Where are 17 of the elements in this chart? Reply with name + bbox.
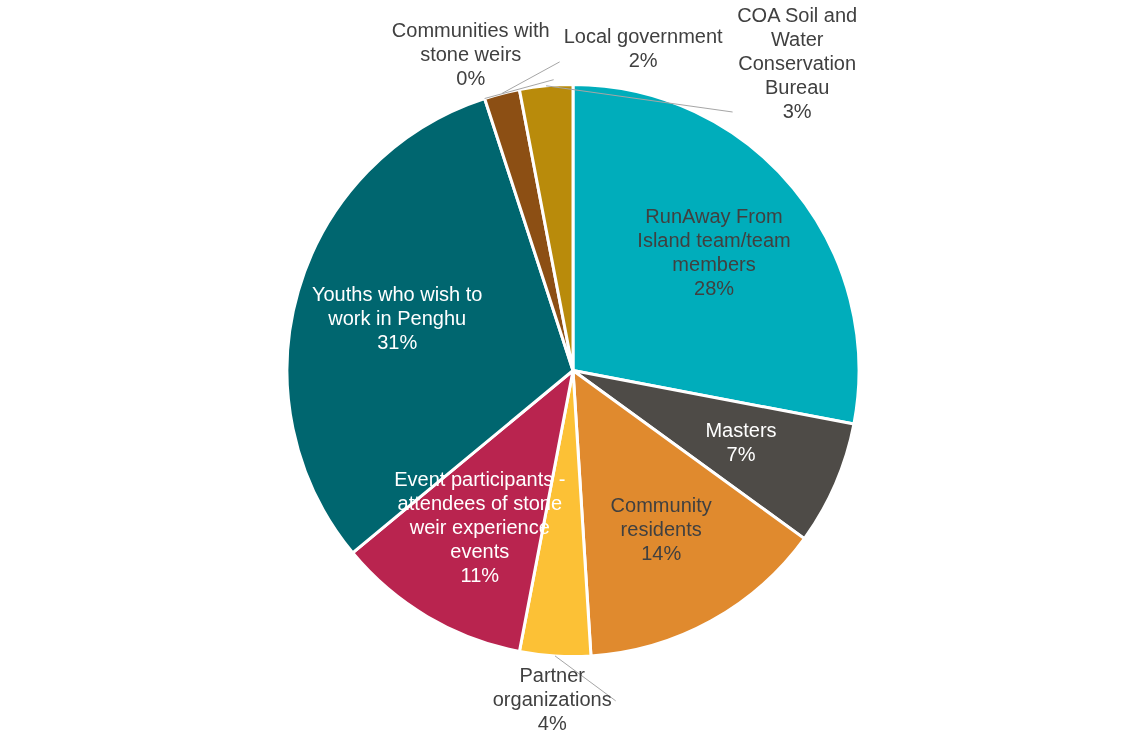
data-label: 14% [641,542,682,565]
data-label: 4% [537,712,567,735]
text: 0% [456,67,486,90]
slice-label: RunAway From Island team/team members [637,205,791,276]
slice-label: Youths who wish to work in Penghu [311,282,483,329]
slice-label: Masters [705,418,777,441]
slice-label: Local government [563,25,724,48]
data-label: 31% [377,330,418,353]
data-label: 2% [628,49,658,72]
data-label: 28% [694,277,735,300]
category-label: Communities with stone weirs [391,19,550,66]
slice-label: Partner organizations [492,664,612,711]
slice-label: COA Soil and Water Conservation Bureau [737,3,858,98]
data-label: 7% [726,442,756,465]
data-label: 11% [460,563,500,586]
slice-label: Community residents [610,494,712,541]
data-label: 3% [782,99,812,122]
